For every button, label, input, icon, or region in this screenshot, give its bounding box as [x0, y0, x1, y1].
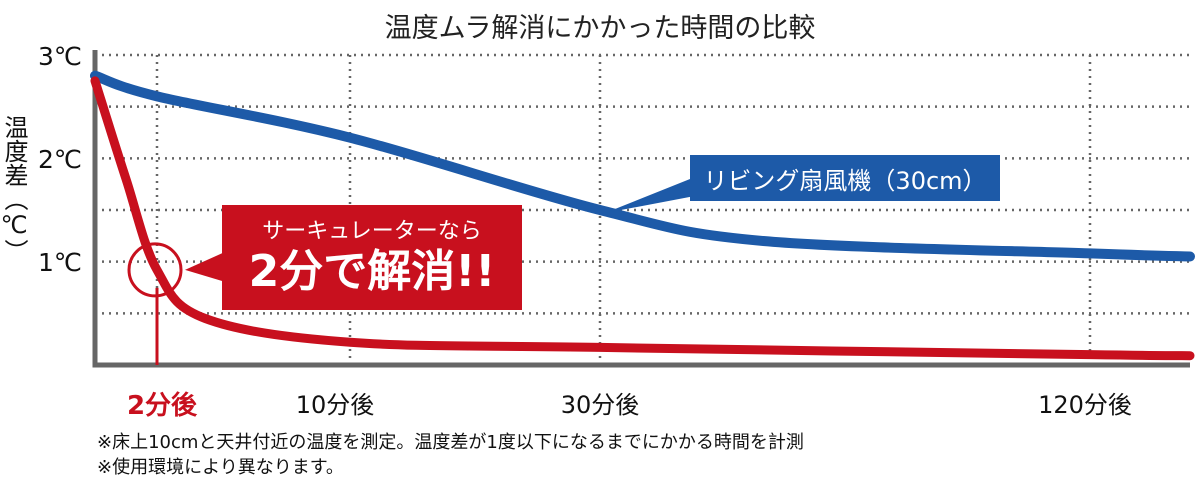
red-series-callout: サーキュレーターなら 2分で解消!! — [222, 205, 522, 310]
axes — [92, 50, 1190, 368]
y-axis-label: 温度差（℃） — [0, 115, 28, 263]
y-tick-label: 1℃ — [38, 248, 82, 277]
x-tick-label: 30分後 — [560, 391, 640, 419]
series-line-circulator — [90, 76, 1195, 361]
footnote: ※使用環境により異なります。 — [97, 457, 344, 478]
callout-pointer-blue — [605, 175, 700, 213]
x-tick-label: 2分後 — [126, 391, 198, 421]
blue-series-callout: リビング扇風機（30cm） — [690, 155, 1000, 201]
x-tick-label: 120分後 — [1038, 391, 1132, 419]
callout-line1: サーキュレーターなら — [262, 219, 482, 244]
highlight-circle — [127, 242, 183, 298]
y-tick-label: 3℃ — [38, 42, 82, 71]
chart-title: 温度ムラ解消にかかった時間の比較 — [384, 13, 816, 44]
callout-pointer-red — [185, 251, 225, 282]
series-line-living-fan — [90, 70, 1195, 262]
x-tick-label: 10分後 — [295, 391, 375, 419]
y-tick-label: 2℃ — [38, 145, 82, 174]
footnote: ※床上10cmと天井付近の温度を測定。温度差が1度以下になるまでにかかる時間を計… — [97, 432, 804, 453]
callout-line2: 2分で解消!! — [248, 246, 496, 297]
